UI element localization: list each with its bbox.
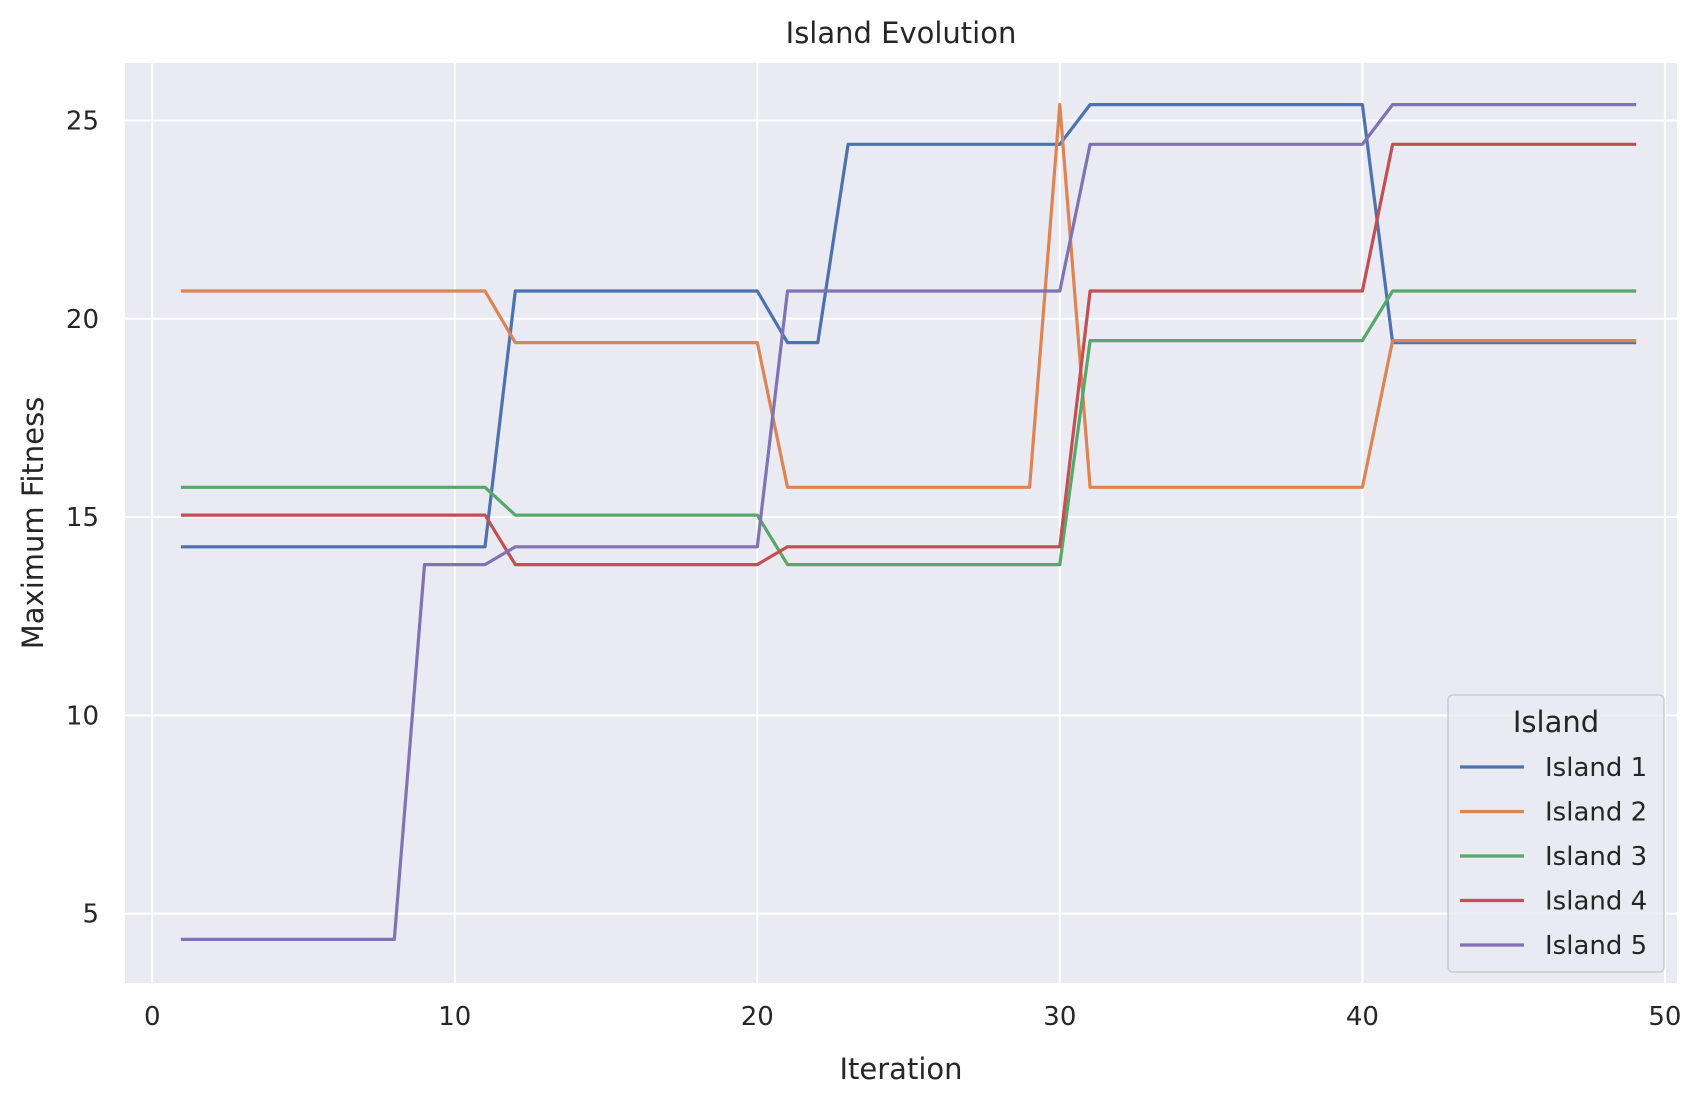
y-tick-label: 10 <box>66 701 99 731</box>
x-tick-label: 40 <box>1346 1002 1379 1032</box>
legend-label-island-2: Island 2 <box>1545 798 1647 828</box>
plot-area <box>125 63 1677 983</box>
series-line-island-2 <box>180 102 1637 489</box>
legend-label-island-1: Island 1 <box>1545 753 1647 783</box>
legend-box <box>1447 694 1665 973</box>
y-tick-label: 25 <box>66 107 99 137</box>
tick-labels: 0 10 20 30 40 50 5 10 15 20 25 <box>66 107 1682 1033</box>
x-tick-label: 20 <box>741 1002 774 1032</box>
x-tick-label: 0 <box>144 1002 161 1032</box>
gridlines <box>125 63 1677 983</box>
x-axis-title: Iteration <box>839 1052 962 1086</box>
y-tick-label: 20 <box>66 305 99 335</box>
legend-items: Island 1 Island 2 Island 3 Island 4 Island 5 <box>1460 753 1647 961</box>
legend-label-island-3: Island 3 <box>1545 842 1647 872</box>
series-lines <box>180 102 1637 942</box>
legend-label-island-4: Island 4 <box>1545 887 1647 917</box>
series-line-island-3 <box>180 289 1637 567</box>
series-line-island-4 <box>180 142 1637 567</box>
y-tick-label: 5 <box>82 900 99 930</box>
y-axis-title: Maximum Fitness <box>16 397 50 650</box>
chart-title: Island Evolution <box>786 16 1017 50</box>
y-tick-label: 15 <box>66 503 99 533</box>
legend-title: Island <box>1513 705 1599 739</box>
x-tick-label: 50 <box>1648 1002 1681 1032</box>
x-tick-label: 10 <box>438 1002 471 1032</box>
x-tick-label: 30 <box>1043 1002 1076 1032</box>
legend-label-island-5: Island 5 <box>1545 931 1647 961</box>
series-line-island-5 <box>180 102 1637 942</box>
